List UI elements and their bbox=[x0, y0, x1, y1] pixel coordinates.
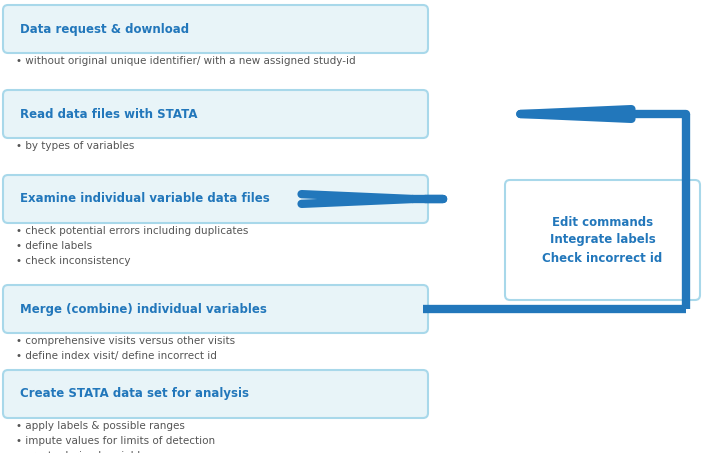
Text: Check incorrect id: Check incorrect id bbox=[542, 251, 663, 265]
Text: • without original unique identifier/ with a new assigned study-id: • without original unique identifier/ wi… bbox=[16, 56, 356, 66]
Text: Edit commands: Edit commands bbox=[552, 216, 653, 228]
FancyBboxPatch shape bbox=[3, 175, 428, 223]
FancyBboxPatch shape bbox=[3, 370, 428, 418]
Text: Merge (combine) individual variables: Merge (combine) individual variables bbox=[20, 303, 267, 315]
Text: • impute values for limits of detection: • impute values for limits of detection bbox=[16, 436, 215, 446]
Text: Read data files with STATA: Read data files with STATA bbox=[20, 107, 198, 120]
Text: • by types of variables: • by types of variables bbox=[16, 141, 134, 151]
Text: • define index visit/ define incorrect id: • define index visit/ define incorrect i… bbox=[16, 351, 217, 361]
Text: • apply labels & possible ranges: • apply labels & possible ranges bbox=[16, 421, 185, 431]
Text: • define labels: • define labels bbox=[16, 241, 92, 251]
Text: Integrate labels: Integrate labels bbox=[550, 233, 656, 246]
Text: • check inconsistency: • check inconsistency bbox=[16, 256, 131, 266]
FancyBboxPatch shape bbox=[3, 285, 428, 333]
FancyBboxPatch shape bbox=[3, 90, 428, 138]
FancyBboxPatch shape bbox=[3, 5, 428, 53]
Text: Create STATA data set for analysis: Create STATA data set for analysis bbox=[20, 387, 249, 400]
FancyBboxPatch shape bbox=[505, 180, 700, 300]
Text: • check potential errors including duplicates: • check potential errors including dupli… bbox=[16, 226, 248, 236]
Text: Data request & download: Data request & download bbox=[20, 23, 189, 35]
Text: Examine individual variable data files: Examine individual variable data files bbox=[20, 193, 269, 206]
Text: • comprehensive visits versus other visits: • comprehensive visits versus other visi… bbox=[16, 336, 235, 346]
Text: • create derived variables: • create derived variables bbox=[16, 451, 152, 453]
